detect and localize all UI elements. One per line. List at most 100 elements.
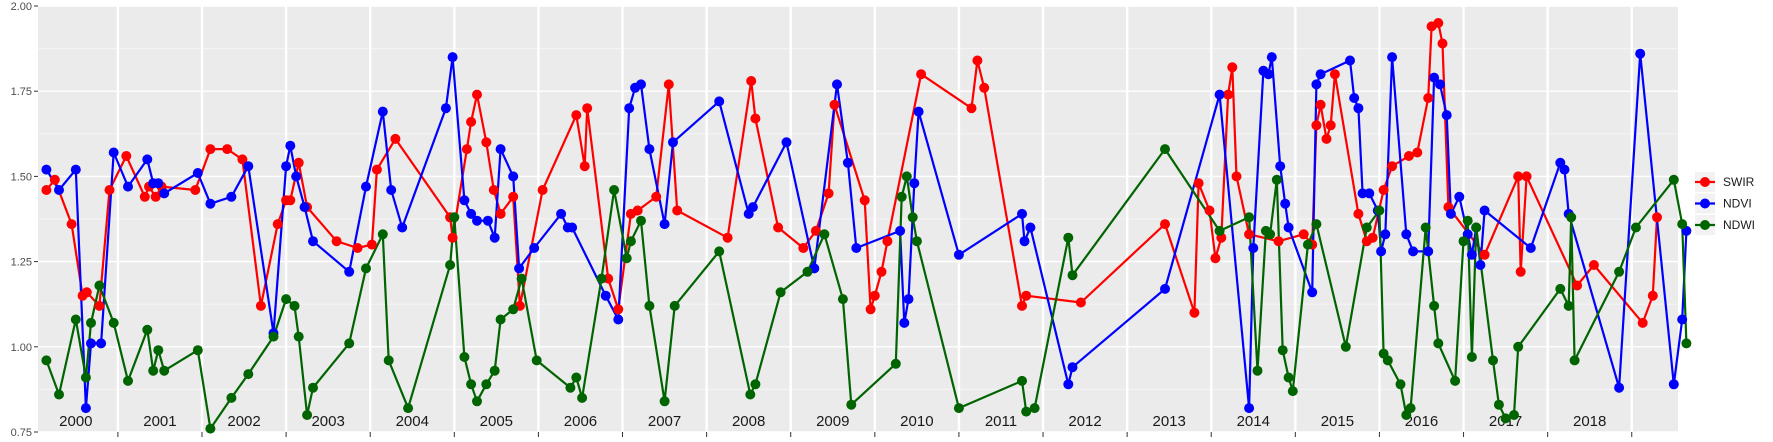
- y-tick-label: 1.00: [11, 342, 32, 354]
- data-point-ndvi: [668, 137, 678, 148]
- series-line-ndvi: [45, 52, 1688, 410]
- data-point-ndwi: [1017, 375, 1027, 386]
- data-point-ndwi: [142, 324, 153, 335]
- data-point-swir: [1637, 317, 1648, 328]
- data-point-ndwi: [745, 389, 756, 400]
- data-point-ndvi: [1349, 93, 1360, 103]
- data-point-swir: [1321, 133, 1332, 144]
- data-point-swir: [1244, 229, 1255, 240]
- data-point-swir: [1588, 260, 1599, 270]
- legend-label-ndwi: NDWI: [1723, 218, 1755, 232]
- data-point-swir: [613, 304, 624, 315]
- data-point-ndvi: [913, 106, 924, 117]
- data-point-swir: [651, 191, 662, 202]
- data-point-swir: [461, 144, 472, 155]
- data-point-ndvi: [1019, 236, 1030, 247]
- data-point-swir: [1204, 205, 1215, 216]
- data-point-ndvi: [1017, 208, 1027, 219]
- data-point-swir: [1298, 229, 1309, 240]
- data-point-ndvi: [1063, 379, 1074, 390]
- data-point-ndvi: [1364, 188, 1375, 199]
- data-point-ndvi: [495, 144, 506, 155]
- data-point-ndwi: [281, 294, 292, 305]
- data-point-ndvi: [1275, 161, 1286, 172]
- data-point-ndwi: [466, 379, 477, 390]
- data-point-ndwi: [1500, 413, 1511, 424]
- legend-marker-ndvi: [1700, 198, 1710, 209]
- data-point-ndwi: [80, 372, 91, 383]
- data-point-ndvi: [54, 185, 64, 195]
- data-point-swir: [1021, 290, 1032, 301]
- data-point-ndvi: [1466, 249, 1477, 260]
- data-point-swir: [1189, 307, 1200, 318]
- data-point-ndwi: [383, 355, 394, 366]
- data-point-swir: [1403, 151, 1414, 161]
- y-tick-label: 0.75: [11, 427, 32, 439]
- data-point-swir: [495, 208, 506, 219]
- data-point-ndwi: [714, 246, 725, 257]
- data-point-ndwi: [459, 352, 470, 362]
- data-point-ndvi: [1454, 191, 1465, 202]
- data-point-ndwi: [1462, 215, 1473, 226]
- data-point-ndwi: [1488, 355, 1498, 366]
- data-point-swir: [869, 290, 880, 301]
- data-point-swir: [972, 55, 983, 66]
- data-point-ndwi: [1283, 372, 1294, 383]
- data-point-ndwi: [1569, 355, 1580, 366]
- data-point-swir: [1513, 171, 1524, 182]
- legend: SWIR NDVI NDWI: [1695, 172, 1755, 235]
- year-label: 2003: [311, 413, 344, 430]
- data-point-ndwi: [1214, 225, 1225, 236]
- data-point-ndwi: [86, 317, 96, 328]
- data-point-ndvi: [86, 338, 96, 349]
- series-line-ndwi: [45, 148, 1688, 430]
- data-point-ndvi: [472, 215, 482, 226]
- data-point-ndvi: [80, 403, 91, 414]
- data-point-ndwi: [148, 365, 159, 376]
- data-point-swir: [1378, 185, 1389, 195]
- data-point-ndwi: [1509, 410, 1519, 420]
- data-point-ndwi: [344, 338, 355, 349]
- legend-marker-swir: [1700, 177, 1710, 187]
- data-point-swir: [1325, 120, 1336, 131]
- data-point-ndvi: [447, 52, 458, 63]
- data-point-ndwi: [1271, 174, 1282, 185]
- data-point-swir: [1521, 171, 1532, 182]
- year-label: 2009: [816, 413, 849, 430]
- data-point-ndwi: [289, 300, 300, 311]
- y-tick-label: 1.75: [11, 86, 32, 98]
- data-point-ndwi: [609, 185, 620, 195]
- data-point-ndwi: [123, 375, 133, 386]
- data-point-ndvi: [1315, 69, 1326, 80]
- data-point-ndvi: [1025, 222, 1036, 233]
- data-point-ndvi: [1435, 79, 1445, 90]
- data-point-ndvi: [1345, 55, 1355, 66]
- data-point-swir: [508, 191, 519, 202]
- data-point-ndvi: [899, 317, 910, 328]
- data-point-ndvi: [1214, 89, 1225, 100]
- data-point-ndwi: [1252, 365, 1263, 376]
- data-point-ndvi: [308, 236, 318, 247]
- data-point-swir: [285, 195, 296, 206]
- data-point-swir: [1652, 212, 1662, 223]
- data-point-ndwi: [1458, 236, 1469, 247]
- data-point-ndvi: [832, 79, 842, 90]
- data-point-ndvi: [466, 208, 477, 219]
- data-point-ndvi: [567, 222, 578, 233]
- data-point-ndvi: [1067, 362, 1078, 373]
- y-axis: 0.75 1.00 1.25 1.50 1.75 2.00: [11, 1, 38, 439]
- data-point-swir: [1075, 297, 1086, 308]
- data-point-swir: [1193, 178, 1204, 189]
- data-point-ndvi: [636, 79, 646, 90]
- data-point-ndwi: [54, 389, 64, 400]
- data-point-swir: [371, 164, 382, 175]
- data-point-ndwi: [1287, 386, 1298, 397]
- data-point-ndvi: [96, 338, 107, 349]
- data-point-ndwi: [1493, 399, 1504, 410]
- data-point-ndwi: [243, 369, 254, 380]
- data-point-ndwi: [205, 423, 216, 434]
- data-point-ndvi: [386, 185, 397, 195]
- year-label: 2008: [732, 413, 765, 430]
- data-point-ndvi: [1479, 205, 1490, 216]
- data-point-swir: [293, 157, 304, 168]
